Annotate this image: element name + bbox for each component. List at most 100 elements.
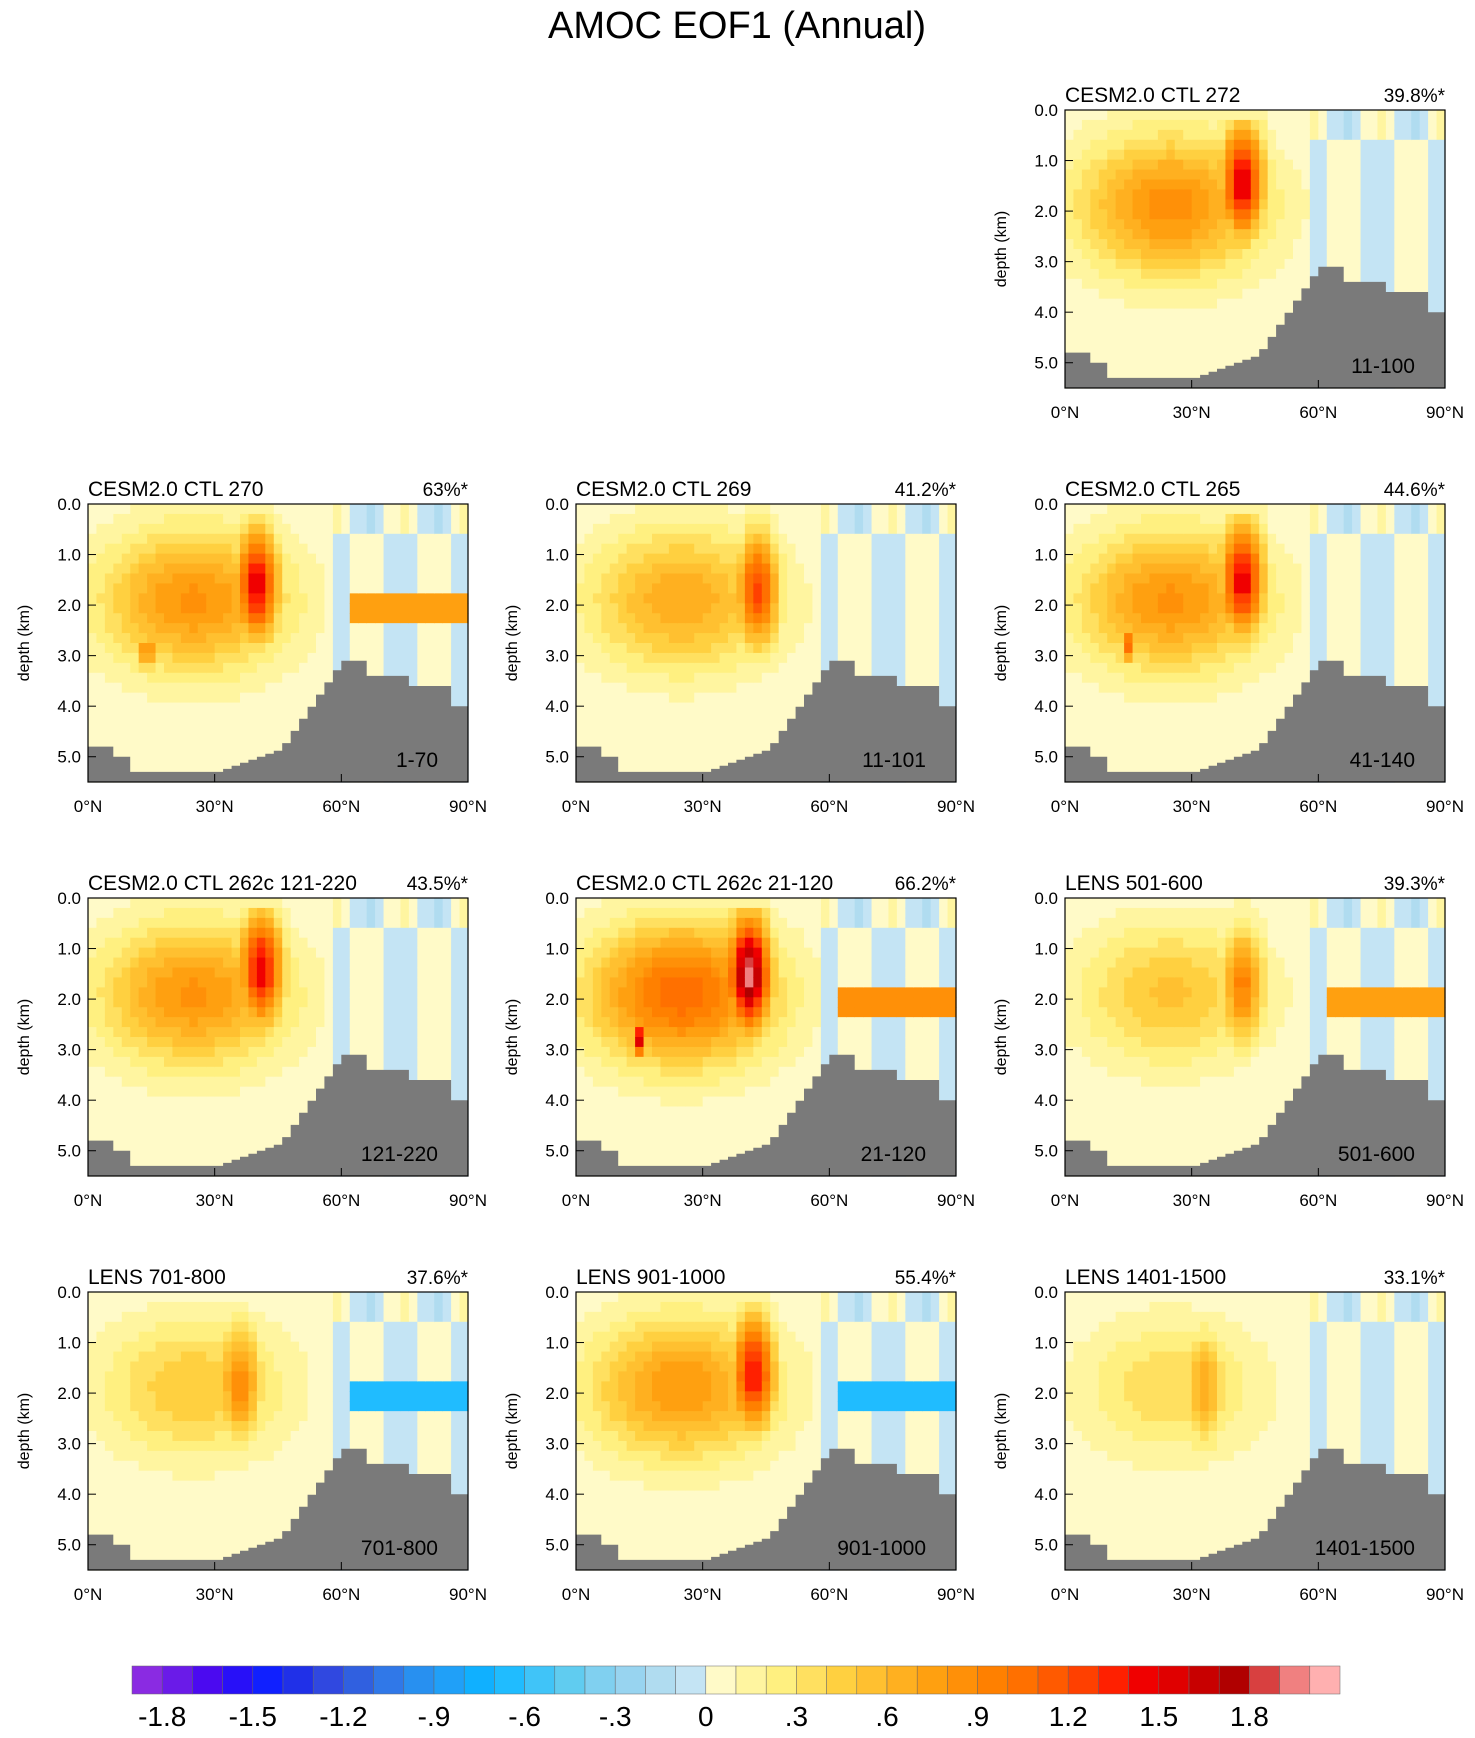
field-cell <box>1149 119 1159 131</box>
field-cell <box>761 533 771 545</box>
field-cell <box>905 583 915 594</box>
field-cell <box>1098 603 1108 614</box>
field-cell <box>1293 643 1303 654</box>
field-cell <box>1174 712 1184 724</box>
field-cell <box>290 643 300 654</box>
field-cell <box>1115 742 1125 753</box>
field-cell <box>256 682 266 694</box>
field-cell <box>1335 249 1345 260</box>
field-cell <box>1115 504 1125 515</box>
field-cell <box>1411 110 1421 121</box>
field-cell <box>366 583 376 594</box>
field-cell <box>1267 513 1277 525</box>
field-cell <box>1065 129 1075 141</box>
field-cell <box>392 603 402 614</box>
field-cell <box>1191 742 1201 753</box>
field-cell <box>1301 633 1311 644</box>
field-cell <box>837 504 847 515</box>
field-cell <box>1411 149 1421 161</box>
field-cell <box>1402 249 1412 260</box>
field-cell <box>155 722 165 733</box>
field-cell <box>652 712 662 724</box>
field-cell <box>888 563 898 575</box>
field-cell <box>854 643 864 654</box>
field-cell <box>1402 513 1412 525</box>
field-cell <box>1259 712 1269 724</box>
field-cell <box>1115 712 1125 724</box>
field-cell <box>778 712 788 724</box>
field-cell <box>1149 179 1159 191</box>
field-cell <box>702 553 712 565</box>
field-cell <box>618 662 628 674</box>
field-cell <box>1419 219 1429 230</box>
field-cell <box>1157 504 1167 515</box>
field-cell <box>1217 682 1227 694</box>
field-cell <box>702 722 712 733</box>
field-cell <box>164 563 174 575</box>
field-cell <box>1250 623 1260 634</box>
field-cell <box>1242 613 1252 624</box>
field-cell <box>913 662 923 674</box>
field-cell <box>155 682 165 694</box>
field-cell <box>694 593 704 604</box>
field-cell <box>1098 702 1108 714</box>
field-cell <box>1293 513 1303 525</box>
field-cell <box>1098 523 1108 535</box>
field-cell <box>1132 199 1142 210</box>
field-cell <box>1352 139 1362 151</box>
field-cell <box>1318 169 1328 181</box>
field-cell <box>1242 159 1252 171</box>
field-cell <box>290 563 300 575</box>
field-cell <box>273 504 283 515</box>
field-cell <box>214 643 224 654</box>
field-cell <box>753 504 763 515</box>
field-cell <box>854 652 864 664</box>
y-axis-label: depth (km) <box>504 605 521 681</box>
field-cell <box>1149 159 1159 171</box>
field-cell <box>804 513 814 525</box>
field-cell <box>265 504 275 515</box>
field-cell <box>778 533 788 545</box>
field-cell <box>685 593 695 604</box>
field-cell <box>896 573 906 585</box>
field-cell <box>652 573 662 585</box>
field-cell <box>702 563 712 575</box>
field-cell <box>1174 308 1184 320</box>
field-cell <box>1284 189 1294 200</box>
field-cell <box>1250 159 1260 171</box>
field-cell <box>1318 553 1328 565</box>
field-cell <box>1200 358 1210 369</box>
field-cell <box>273 563 283 575</box>
field-cell <box>1208 149 1218 161</box>
field-cell <box>1335 149 1345 161</box>
field-cell <box>316 593 326 604</box>
field-cell <box>711 672 721 684</box>
field-cell <box>425 603 435 614</box>
field-cell <box>1276 513 1286 525</box>
field-cell <box>1352 563 1362 575</box>
field-cell <box>685 702 695 714</box>
field-cell <box>1343 563 1353 575</box>
field-cell <box>1090 523 1100 535</box>
field-cell <box>147 593 157 604</box>
field-cell <box>1309 563 1319 575</box>
field-cell <box>1081 139 1091 151</box>
field-cell <box>451 672 461 684</box>
field-cell <box>1259 623 1269 634</box>
field-cell <box>1259 513 1269 525</box>
field-cell <box>1208 358 1218 369</box>
field-cell <box>1081 662 1091 674</box>
field-cell <box>1267 702 1277 714</box>
field-cell <box>425 583 435 594</box>
field-cell <box>863 573 873 585</box>
field-cell <box>1326 249 1336 260</box>
field-cell <box>172 633 182 644</box>
field-cell <box>197 692 207 704</box>
field-cell <box>1183 328 1193 339</box>
field-cell <box>130 603 140 614</box>
field-cell <box>1402 583 1412 594</box>
field-cell <box>1208 662 1218 674</box>
field-cell <box>290 682 300 694</box>
field-cell <box>307 593 317 604</box>
field-cell <box>223 593 233 604</box>
